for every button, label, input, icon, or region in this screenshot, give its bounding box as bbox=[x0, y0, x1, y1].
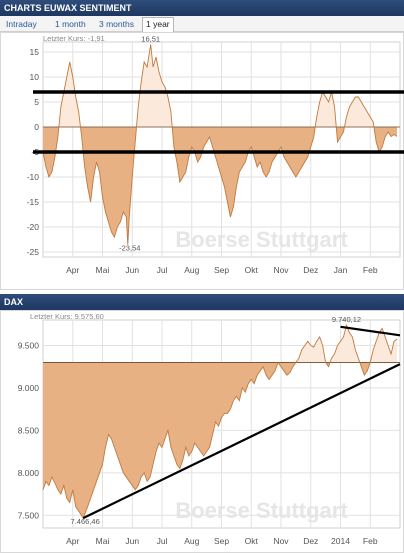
sentiment-y-tick-label: 15 bbox=[30, 47, 40, 57]
dax-annotation: 7.466,46 bbox=[71, 517, 100, 526]
dax-area-above bbox=[43, 325, 398, 363]
dax-trendline bbox=[82, 363, 401, 520]
sentiment-chart: Apr Mai Jun Jul Aug Sep Okt Nov Dez Jan Feb 15 10 5 0 -… bbox=[27, 34, 404, 275]
sentiment-y-tick-label: 10 bbox=[30, 72, 40, 82]
dax-y-tick-label: 8.500 bbox=[18, 425, 40, 435]
dax-header: DAX bbox=[0, 294, 404, 310]
sentiment-watermark: Boerse Stuttgart bbox=[175, 227, 348, 252]
dax-x-tick-label: Feb bbox=[363, 536, 378, 546]
dax-y-tick-label: 9.000 bbox=[18, 383, 40, 393]
sentiment-last-price: Letzter Kurs: -1,91 bbox=[43, 34, 105, 43]
sentiment-x-tick-label: Mai bbox=[96, 265, 110, 275]
dax-y-tick-label: 9.500 bbox=[18, 340, 40, 350]
dax-title: DAX bbox=[4, 297, 24, 307]
dax-trendline bbox=[340, 325, 401, 337]
timeframe-tabs: Intraday 1 month 3 months 1 year bbox=[0, 16, 404, 33]
sentiment-y-tick-label: -20 bbox=[27, 222, 40, 232]
dax-x-tick-label: 2014 bbox=[331, 536, 350, 546]
dax-watermark: Boerse Stuttgart bbox=[175, 498, 348, 523]
sentiment-y-tick-label: 0 bbox=[34, 122, 39, 132]
sentiment-area-below bbox=[43, 127, 398, 245]
sentiment-x-tick-label: Feb bbox=[363, 265, 378, 275]
dax-y-tick-label: 7.500 bbox=[18, 510, 40, 520]
dax-area-below bbox=[43, 362, 398, 519]
dax-series-line bbox=[42, 323, 398, 520]
sentiment-x-tick-label: Sep bbox=[214, 265, 229, 275]
dax-x-tick-label: Nov bbox=[273, 536, 289, 546]
dax-x-tick-label: Aug bbox=[184, 536, 199, 546]
sentiment-y-tick-label: -10 bbox=[27, 172, 40, 182]
sentiment-header: CHARTS EUWAX SENTIMENT bbox=[0, 0, 404, 16]
sentiment-y-tick-label: 5 bbox=[34, 97, 39, 107]
sentiment-title: CHARTS EUWAX SENTIMENT bbox=[4, 3, 132, 13]
sentiment-x-tick-label: Apr bbox=[66, 265, 79, 275]
dax-x-tick-label: Dez bbox=[303, 536, 318, 546]
sentiment-x-tick-label: Jun bbox=[125, 265, 139, 275]
sentiment-x-tick-label: Jul bbox=[157, 265, 168, 275]
dax-x-tick-label: Jun bbox=[125, 536, 139, 546]
dax-x-tick-label: Sep bbox=[214, 536, 229, 546]
sentiment-annotation: -23,54 bbox=[119, 244, 140, 253]
tab-intraday[interactable]: Intraday bbox=[6, 19, 37, 29]
dax-chart: Apr Mai Jun Jul Aug Sep Okt Nov Dez 2014 Feb 9.500 9… bbox=[18, 315, 401, 546]
sentiment-x-tick-label: Dez bbox=[303, 265, 318, 275]
tab-1-year[interactable]: 1 year bbox=[142, 17, 174, 33]
sentiment-y-tick-label: -15 bbox=[27, 197, 40, 207]
sentiment-x-tick-label: Aug bbox=[184, 265, 199, 275]
dax-x-tick-label: Apr bbox=[66, 536, 79, 546]
tab-1-month[interactable]: 1 month bbox=[55, 19, 86, 29]
sentiment-annotation: 16,51 bbox=[141, 34, 160, 43]
dax-last-price: Letzter Kurs: 9.575,60 bbox=[30, 312, 104, 321]
sentiment-x-tick-label: Okt bbox=[245, 265, 259, 275]
sentiment-x-tick-label: Nov bbox=[273, 265, 289, 275]
sentiment-x-tick-label: Jan bbox=[334, 265, 348, 275]
tab-3-months[interactable]: 3 months bbox=[99, 19, 134, 29]
dax-x-tick-label: Jul bbox=[157, 536, 168, 546]
sentiment-y-tick-label: -25 bbox=[27, 247, 40, 257]
dax-annotation: 9.740,12 bbox=[332, 315, 361, 324]
dax-x-tick-label: Okt bbox=[245, 536, 259, 546]
sentiment-series-line bbox=[42, 44, 398, 245]
sentiment-area-above bbox=[43, 44, 398, 127]
dax-y-tick-label: 8.000 bbox=[18, 468, 40, 478]
dax-x-tick-label: Mai bbox=[96, 536, 110, 546]
